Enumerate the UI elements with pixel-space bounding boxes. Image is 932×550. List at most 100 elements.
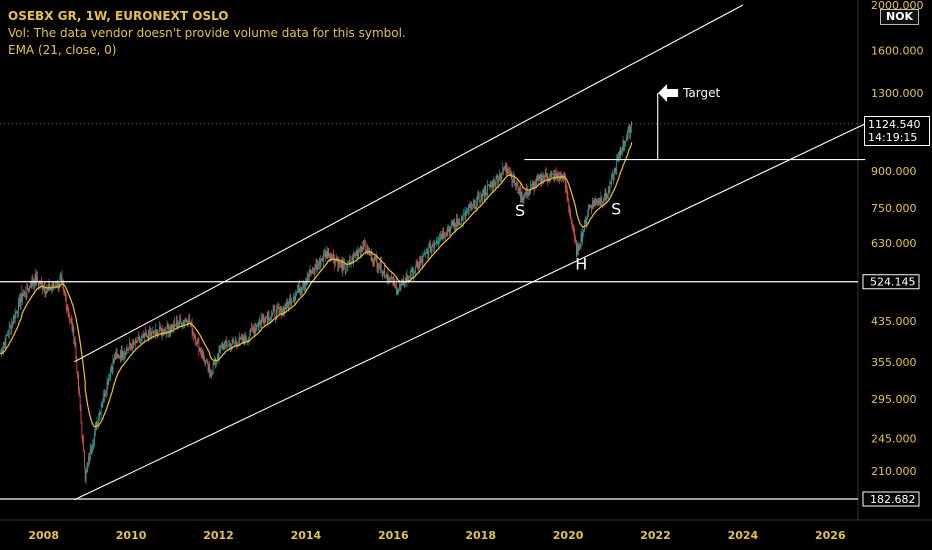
- candle-body: [355, 254, 357, 256]
- candle-body: [283, 307, 285, 314]
- candle-body: [464, 211, 466, 215]
- currency-badge[interactable]: NOK: [880, 9, 920, 25]
- candle-body: [528, 190, 530, 195]
- channel-lower-line: [74, 123, 866, 501]
- candle-body: [424, 253, 425, 256]
- candle-body: [551, 173, 553, 175]
- candle-body: [267, 314, 269, 322]
- candle-body: [414, 271, 415, 273]
- candle-body: [399, 284, 401, 286]
- candle-body: [273, 309, 275, 310]
- candle-body: [593, 203, 595, 206]
- candle-body: [225, 340, 226, 344]
- candle-body: [167, 324, 169, 329]
- candle-body: [31, 280, 33, 288]
- candle-body: [9, 325, 11, 327]
- candle-body: [540, 174, 542, 182]
- candle-body: [578, 245, 579, 251]
- candle-body: [493, 180, 494, 188]
- candle-body: [367, 245, 369, 254]
- candle-body: [440, 235, 442, 237]
- candle-body: [538, 175, 540, 178]
- candle-body: [329, 254, 331, 257]
- candle-body: [516, 183, 518, 184]
- candle-body: [173, 322, 175, 329]
- candle-body: [74, 339, 76, 348]
- annotation-h-2: H: [575, 255, 587, 274]
- candle-body: [233, 340, 235, 343]
- candle-body: [223, 344, 225, 350]
- candle-body: [470, 207, 472, 210]
- candle-body: [385, 274, 387, 276]
- symbol-title[interactable]: OSEBX GR, 1W, EURONEXT OSLO: [8, 9, 229, 23]
- candle-body: [130, 342, 131, 346]
- candle-body: [370, 251, 372, 256]
- candle-body: [241, 336, 242, 339]
- candle-body: [384, 270, 385, 276]
- candle-body: [149, 333, 151, 335]
- candle-body: [162, 329, 164, 334]
- candle-body: [535, 181, 537, 186]
- candle-body: [2, 349, 3, 354]
- current-price-label: 1124.540 14:19:15: [864, 116, 930, 146]
- candle-body: [276, 306, 278, 309]
- candle-body: [109, 378, 110, 379]
- candle-body: [307, 273, 308, 281]
- candle-body: [469, 206, 471, 208]
- candle-body: [359, 250, 360, 252]
- y-tick-label: 435.000: [871, 315, 917, 328]
- candle-body: [221, 346, 222, 348]
- candle-body: [147, 336, 149, 341]
- candle-body: [373, 260, 374, 264]
- candle-body: [168, 328, 170, 334]
- candle-body: [117, 354, 119, 355]
- candle-body: [309, 269, 311, 275]
- candle-body: [187, 323, 189, 324]
- x-tick-label: 2020: [553, 529, 584, 542]
- candle-body: [238, 342, 240, 346]
- candle-body: [175, 324, 176, 327]
- candle-body: [530, 185, 531, 191]
- candle-body: [197, 339, 199, 341]
- x-tick-label: 2008: [28, 529, 59, 542]
- candle-body: [1, 350, 3, 354]
- candle-body: [261, 316, 263, 319]
- candle-body: [407, 275, 409, 280]
- candle-body: [313, 268, 314, 271]
- candle-body: [29, 285, 31, 288]
- candle-body: [467, 209, 469, 212]
- candle-body: [220, 347, 222, 351]
- candle-body: [546, 175, 548, 179]
- candle-body: [44, 287, 46, 292]
- candle-body: [325, 251, 327, 258]
- candle-body: [463, 214, 465, 215]
- candle-body: [225, 340, 227, 344]
- candle-body: [458, 221, 460, 225]
- candle-body: [266, 317, 267, 318]
- candle-body: [620, 150, 621, 155]
- candle-body: [479, 201, 481, 203]
- candle-body: [471, 204, 472, 210]
- candle-body: [360, 250, 361, 253]
- candle-body: [517, 183, 519, 192]
- candle-body: [242, 337, 244, 342]
- x-tick-label: 2016: [378, 529, 409, 542]
- candle-body: [52, 282, 54, 288]
- candle-body: [612, 174, 614, 180]
- candle-body: [263, 318, 265, 323]
- candle-body: [409, 278, 410, 279]
- candle-body: [303, 284, 305, 286]
- candle-body: [291, 301, 292, 306]
- ema-indicator-label[interactable]: EMA (21, close, 0): [8, 43, 117, 57]
- candle-body: [14, 313, 16, 321]
- candle-body: [259, 320, 261, 323]
- candle-body: [492, 182, 493, 188]
- candle-body: [457, 221, 459, 225]
- candle-body: [21, 291, 23, 300]
- candle-body: [450, 223, 452, 227]
- candle-body: [28, 289, 29, 291]
- candle-body: [121, 349, 123, 357]
- candle-body: [608, 189, 610, 192]
- candle-body: [520, 187, 521, 198]
